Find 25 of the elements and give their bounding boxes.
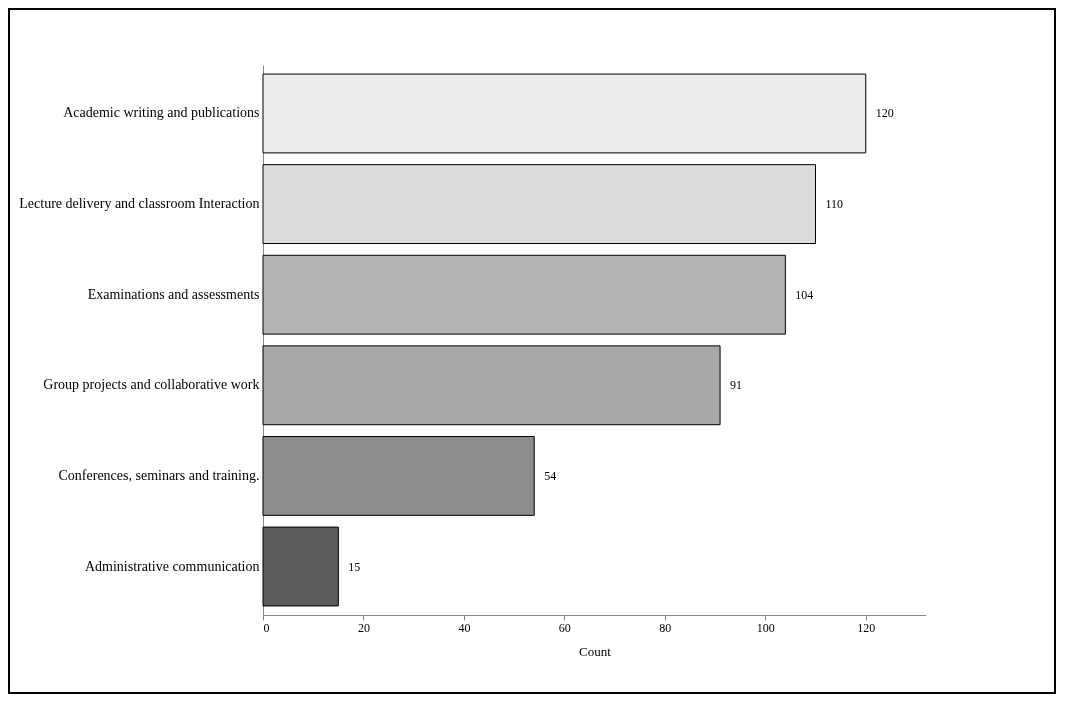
bar bbox=[262, 254, 786, 335]
bar bbox=[262, 345, 721, 426]
y-tick-label: Conferences, seminars and training. bbox=[58, 467, 260, 483]
x-axis-title: Count bbox=[579, 643, 612, 659]
x-tick-label: 40 bbox=[458, 620, 471, 635]
bar bbox=[262, 526, 339, 607]
bar bbox=[262, 164, 816, 244]
x-tick-label: 0 bbox=[263, 620, 270, 635]
y-tick-label: Administrative communication bbox=[84, 558, 260, 574]
data-label: 110 bbox=[825, 197, 844, 212]
data-label: 91 bbox=[730, 378, 743, 393]
y-tick-label: Academic writing and publications bbox=[63, 105, 260, 121]
x-tick-label: 20 bbox=[357, 620, 370, 635]
data-label: 15 bbox=[348, 559, 361, 574]
y-tick-label: Lecture delivery and classroom Interaction bbox=[19, 196, 260, 212]
data-label: 104 bbox=[795, 287, 814, 302]
y-tick-label: Examinations and assessments bbox=[87, 286, 260, 302]
y-tick-label: Group projects and collaborative work bbox=[43, 377, 260, 393]
x-tick-label: 80 bbox=[659, 620, 672, 635]
bar bbox=[262, 73, 867, 154]
data-label: 54 bbox=[544, 468, 557, 483]
x-tick-label: 100 bbox=[756, 620, 775, 635]
data-label: 120 bbox=[875, 106, 894, 121]
x-tick-label: 120 bbox=[857, 620, 876, 635]
x-tick-label: 60 bbox=[558, 620, 571, 635]
